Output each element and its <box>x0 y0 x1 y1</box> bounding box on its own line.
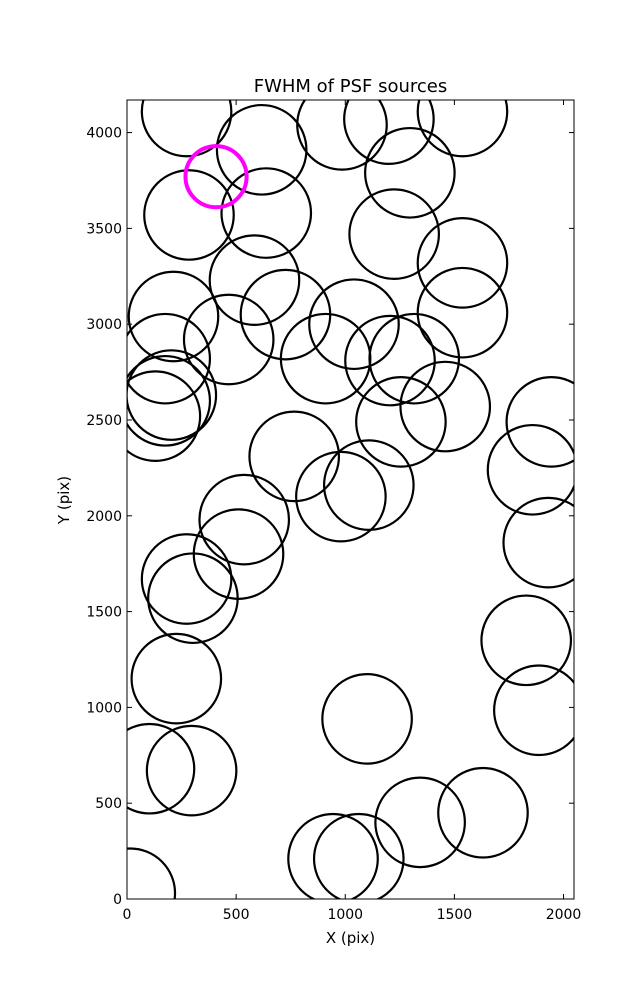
psf-source-marker <box>127 354 212 447</box>
y-tick-label: 500 <box>95 796 122 812</box>
psf-source-marker <box>505 376 574 468</box>
x-tick-label: 0 <box>123 907 132 923</box>
psf-source-marker <box>145 724 238 817</box>
psf-source-marker <box>208 234 301 326</box>
psf-source-marker <box>308 278 400 371</box>
psf-source-marker <box>192 508 285 600</box>
y-tick-label: 4000 <box>86 126 122 142</box>
psf-source-marker <box>248 410 341 503</box>
psf-source-marker <box>502 496 574 589</box>
y-tick-label: 2000 <box>86 509 122 525</box>
y-tick-label: 0 <box>113 892 122 908</box>
psf-source-marker <box>399 360 492 453</box>
psf-source-marker <box>437 766 529 859</box>
psf-source-marker <box>480 594 573 687</box>
y-tick-label: 2500 <box>86 413 122 429</box>
psf-source-marker <box>198 473 291 566</box>
psf-source-marker <box>140 100 233 158</box>
psf-source-marker <box>143 169 235 261</box>
psf-source-marker <box>348 188 440 280</box>
psf-source-marker <box>374 776 466 869</box>
x-tick-label: 2000 <box>546 907 582 923</box>
y-axis: 0 500 1000 1500 2000 2500 3000 3500 4000 <box>86 126 574 908</box>
y-tick-label: 1500 <box>86 605 122 621</box>
psf-source-marker <box>486 423 574 516</box>
psf-source-marker <box>127 847 177 899</box>
x-tick-label: 1000 <box>327 907 363 923</box>
psf-source-marker <box>127 722 196 815</box>
y-tick-label: 1000 <box>86 700 122 716</box>
psf-source-marker <box>147 552 239 645</box>
plot-area <box>126 99 575 900</box>
psf-source-marker <box>416 266 509 359</box>
psf-source-marker <box>321 673 413 765</box>
psf-source-marker <box>416 100 509 158</box>
psf-source-marker <box>215 103 308 196</box>
psf-source-marker <box>355 376 447 468</box>
psf-source-marker <box>140 533 233 625</box>
psf-source-marker <box>344 314 436 407</box>
x-axis: 0 500 1000 1500 2000 <box>123 100 582 923</box>
psf-markers <box>127 100 574 899</box>
psf-source-marker <box>130 632 223 725</box>
psf-source-marker <box>127 312 212 405</box>
psf-source-marker <box>287 812 379 899</box>
y-axis-label: Y (pix) <box>55 476 73 525</box>
psf-source-marker <box>312 812 405 899</box>
x-tick-label: 500 <box>223 907 250 923</box>
psf-source-marker <box>127 270 220 363</box>
x-axis-label: X (pix) <box>326 929 375 947</box>
plot-frame <box>126 99 575 900</box>
psf-source-marker <box>127 370 202 462</box>
psf-source-marker <box>295 450 387 543</box>
highlighted-source-marker <box>183 144 249 210</box>
psf-source-marker <box>368 312 461 405</box>
psf-source-marker <box>322 439 415 531</box>
psf-source-marker <box>127 349 218 441</box>
psf-source-marker <box>364 126 456 219</box>
psf-source-marker <box>416 217 509 309</box>
y-tick-label: 3000 <box>86 317 122 333</box>
x-tick-label: 1500 <box>437 907 473 923</box>
psf-source-marker <box>182 293 275 386</box>
psf-source-marker <box>296 100 388 171</box>
psf-source-marker <box>343 100 435 165</box>
chart-title: FWHM of PSF sources <box>254 76 448 97</box>
psf-source-marker <box>493 664 574 757</box>
psf-source-marker <box>220 167 313 259</box>
y-tick-label: 3500 <box>86 221 122 237</box>
